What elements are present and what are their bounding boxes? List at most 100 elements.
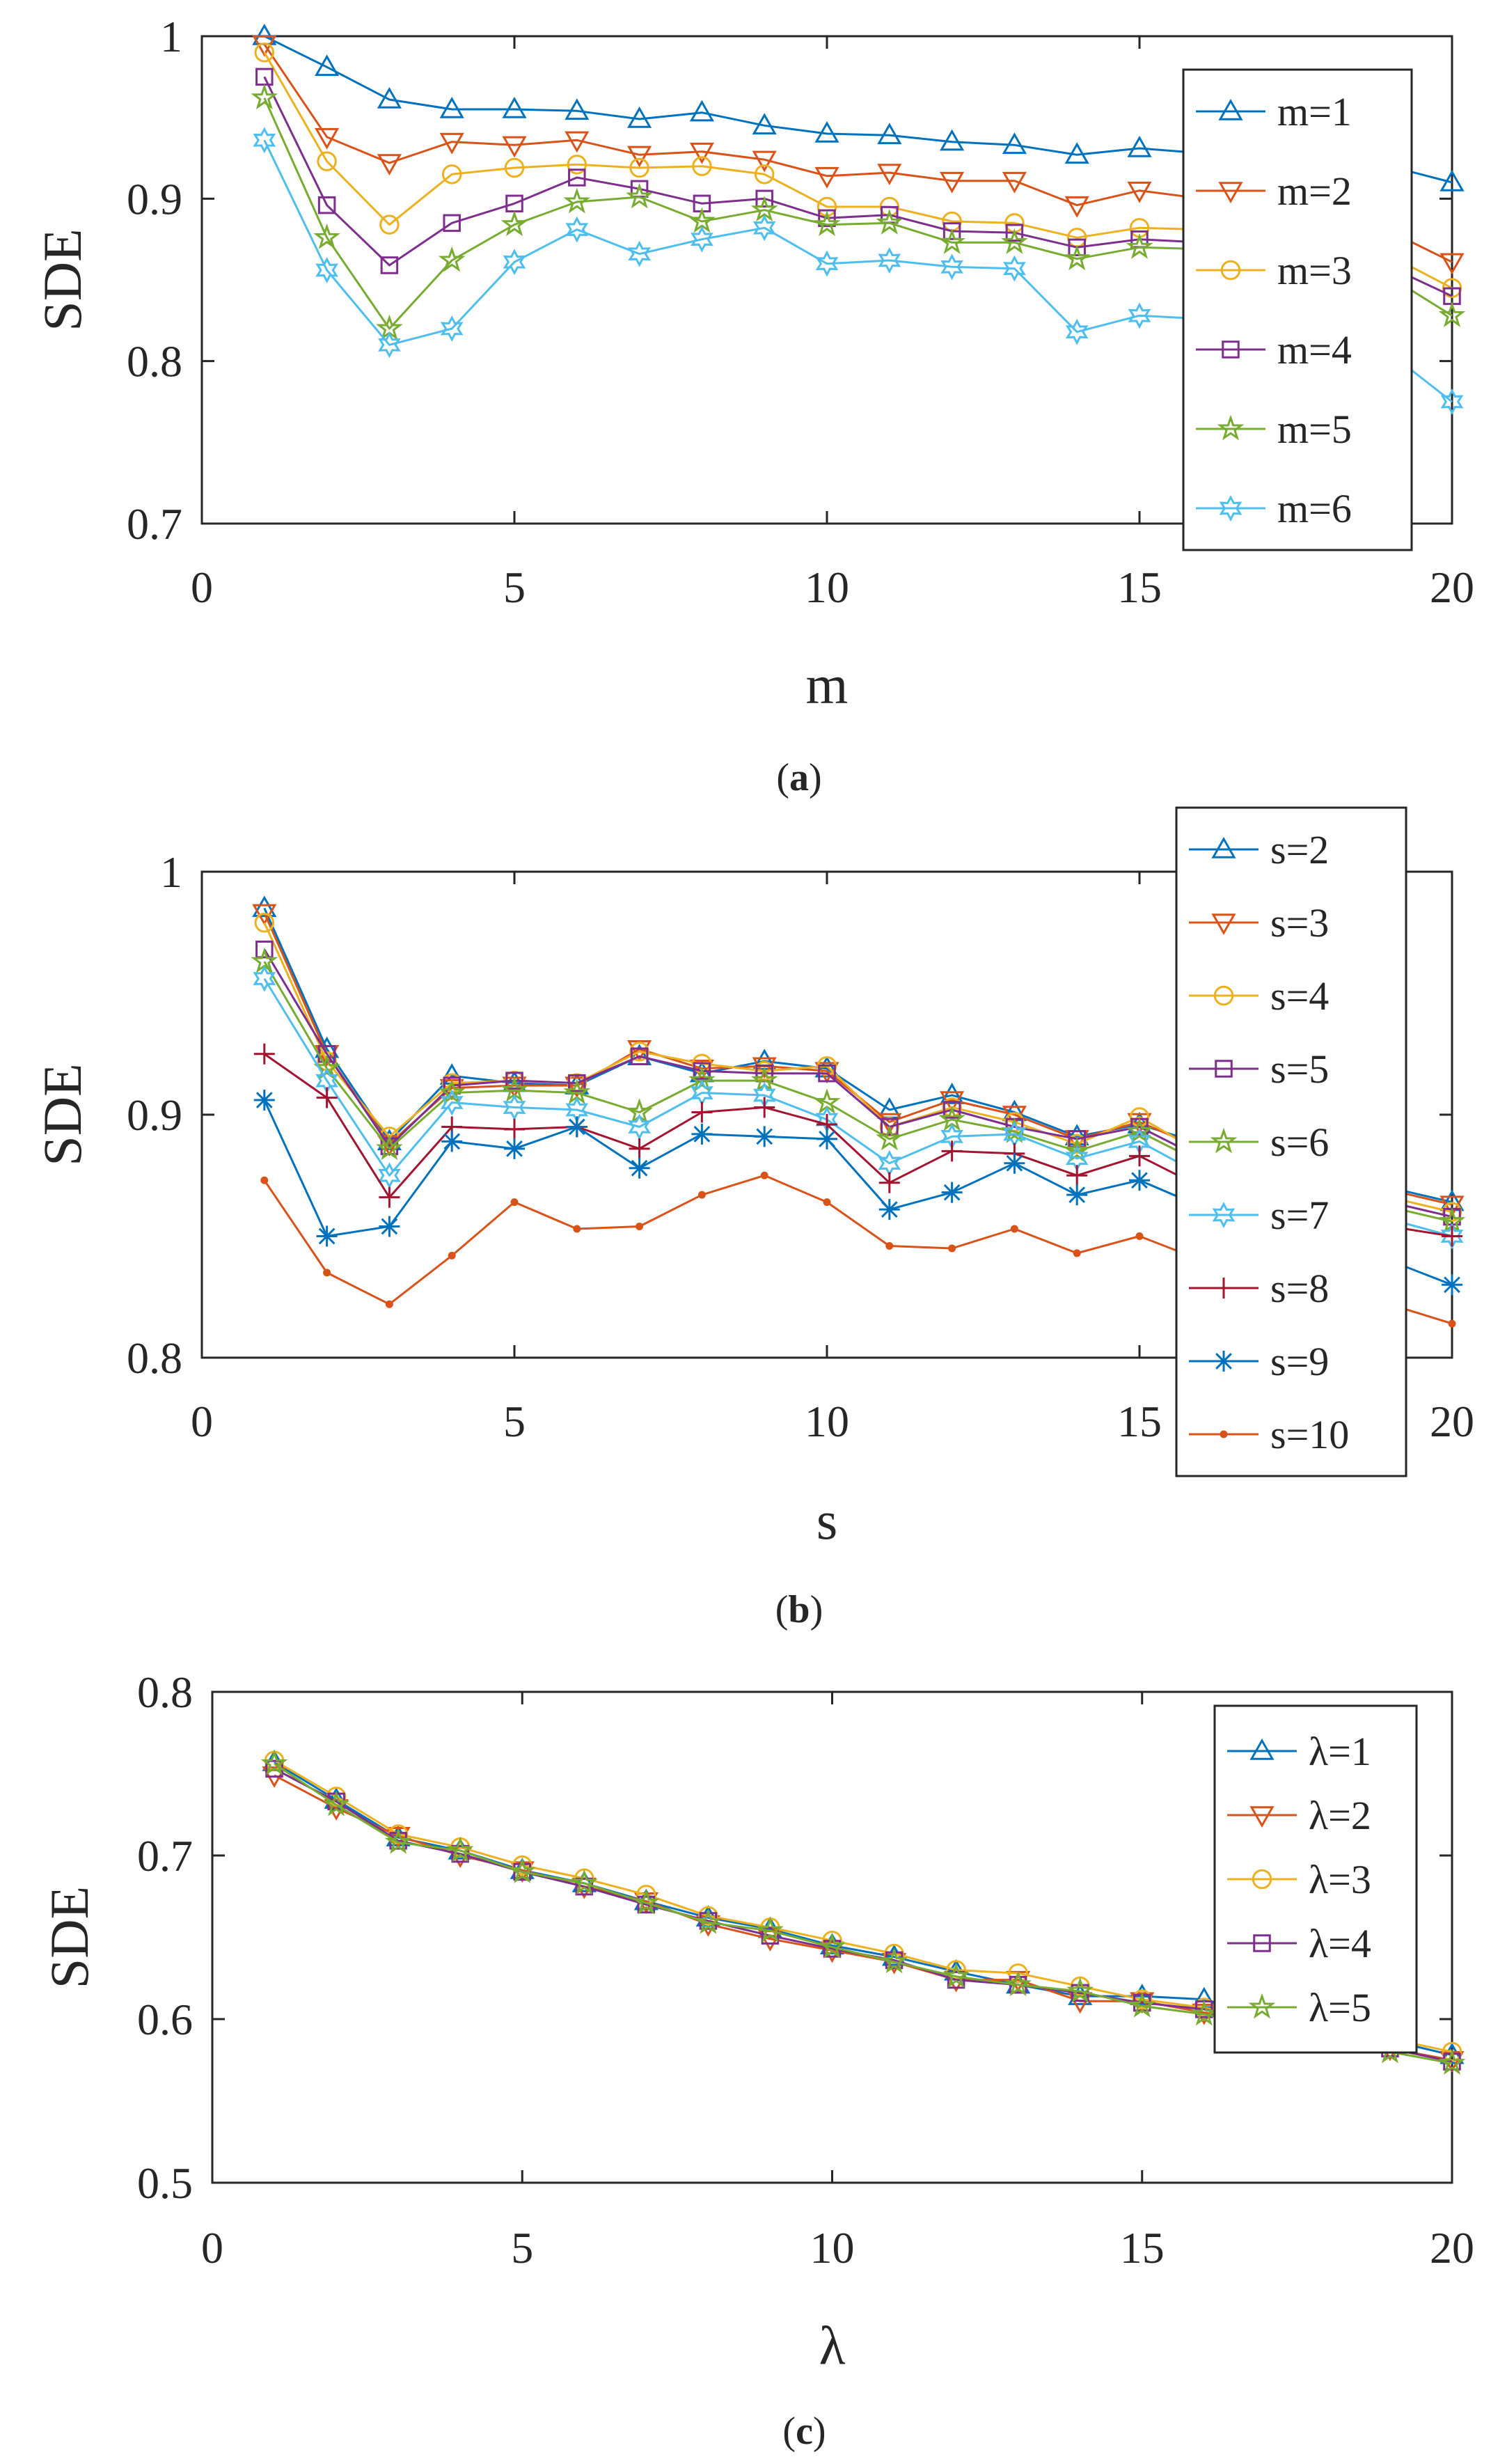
data-point — [438, 1078, 466, 1104]
legend-label: s=8 — [1270, 1266, 1329, 1311]
data-point — [940, 129, 965, 151]
data-point — [253, 965, 276, 992]
data-point — [253, 127, 276, 154]
data-point — [567, 155, 587, 175]
legend-entry: m=6 — [1196, 486, 1352, 531]
x-tick-label: 20 — [1430, 1397, 1474, 1446]
legend-label: λ=2 — [1309, 1793, 1371, 1838]
data-point — [1065, 318, 1089, 345]
y-tick-label: 0.7 — [137, 1831, 193, 1881]
data-point — [568, 168, 586, 187]
data-point — [1440, 1223, 1464, 1250]
data-point — [1064, 142, 1089, 164]
data-point — [757, 1916, 784, 1943]
data-point — [627, 146, 652, 168]
legend-label: s=6 — [1270, 1120, 1329, 1165]
legend-label: m=6 — [1277, 486, 1352, 531]
data-point — [1004, 1970, 1032, 1997]
data-point — [1063, 1137, 1091, 1163]
data-point — [1066, 1184, 1088, 1206]
y-tick-label: 1 — [160, 847, 182, 897]
legend-marker — [1218, 182, 1243, 204]
legend-marker — [1248, 1993, 1276, 2019]
x-axis-title: λ — [819, 2315, 846, 2376]
data-point — [942, 1962, 970, 1988]
legend-marker — [1211, 836, 1236, 858]
legend: λ=1 λ=2 λ=3 λ=4 λ=5 — [1213, 1704, 1418, 2054]
data-point — [819, 1933, 846, 1959]
data-point — [636, 1223, 644, 1231]
data-point — [752, 113, 777, 135]
data-point — [941, 1182, 963, 1203]
data-point — [251, 84, 278, 110]
data-point — [948, 1244, 956, 1253]
data-point — [446, 1836, 474, 1862]
y-tick-label: 1 — [160, 12, 182, 61]
data-point — [253, 1090, 275, 1111]
data-point — [313, 223, 340, 249]
data-point — [818, 209, 836, 228]
data-point — [1002, 171, 1027, 194]
x-tick-label: 15 — [1117, 563, 1162, 612]
data-point — [505, 1072, 523, 1090]
data-point — [504, 1138, 525, 1159]
legend-entry: λ=1 — [1227, 1729, 1371, 1774]
legend-label: m=2 — [1277, 168, 1352, 214]
data-point — [260, 1750, 288, 1775]
data-point — [1129, 1145, 1150, 1167]
data-point — [630, 1047, 649, 1065]
data-point — [1001, 228, 1028, 254]
legend-label: λ=3 — [1309, 1857, 1371, 1902]
legend-marker — [1210, 1127, 1238, 1154]
legend-label: s=4 — [1270, 973, 1329, 1019]
legend-marker — [1220, 260, 1241, 281]
legend-marker — [1213, 1278, 1234, 1298]
legend-entry: λ=3 — [1227, 1857, 1371, 1902]
data-point — [629, 157, 649, 178]
data-point — [752, 1057, 777, 1079]
data-point — [1126, 1117, 1153, 1143]
legend-marker — [1249, 1738, 1275, 1760]
legend-label: λ=1 — [1309, 1729, 1371, 1774]
y-tick-label: 0.5 — [137, 2158, 193, 2208]
data-point — [941, 1140, 963, 1162]
x-axis-title: m — [806, 654, 849, 715]
data-point — [1127, 181, 1152, 203]
legend-marker — [1213, 985, 1234, 1006]
data-point — [754, 1126, 775, 1147]
data-point — [377, 86, 402, 109]
legend-marker — [1249, 1806, 1275, 1828]
x-tick-label: 5 — [503, 563, 526, 612]
legend-label: s=5 — [1270, 1046, 1329, 1092]
legend-entry: m=3 — [1196, 248, 1352, 293]
data-point — [315, 54, 340, 77]
y-axis-title: SDE — [39, 1886, 100, 1988]
data-point — [877, 123, 902, 145]
data-point — [629, 1138, 650, 1159]
data-point — [439, 96, 464, 118]
data-point — [691, 226, 713, 253]
legend-entry: λ=2 — [1227, 1793, 1371, 1838]
data-point — [629, 1157, 650, 1179]
data-point — [1442, 1225, 1462, 1247]
data-point — [1438, 301, 1466, 327]
data-point — [565, 131, 590, 153]
data-point — [376, 1134, 403, 1161]
data-point — [1005, 223, 1024, 242]
y-tick-label: 0.6 — [137, 1995, 193, 2044]
data-point — [1002, 132, 1027, 155]
data-point — [814, 120, 839, 143]
legend-entry: m=5 — [1196, 407, 1352, 452]
legend-label: m=3 — [1277, 248, 1352, 293]
data-point — [253, 1043, 275, 1065]
data-point — [878, 1172, 900, 1193]
legend-label: m=1 — [1277, 89, 1352, 134]
data-point — [627, 106, 652, 128]
y-axis-title: SDE — [32, 228, 93, 331]
data-point — [503, 1094, 526, 1121]
legend-label: m=5 — [1277, 407, 1352, 452]
panel-caption: (c) — [782, 2410, 826, 2453]
data-point — [565, 1076, 590, 1099]
data-point — [942, 1101, 961, 1119]
